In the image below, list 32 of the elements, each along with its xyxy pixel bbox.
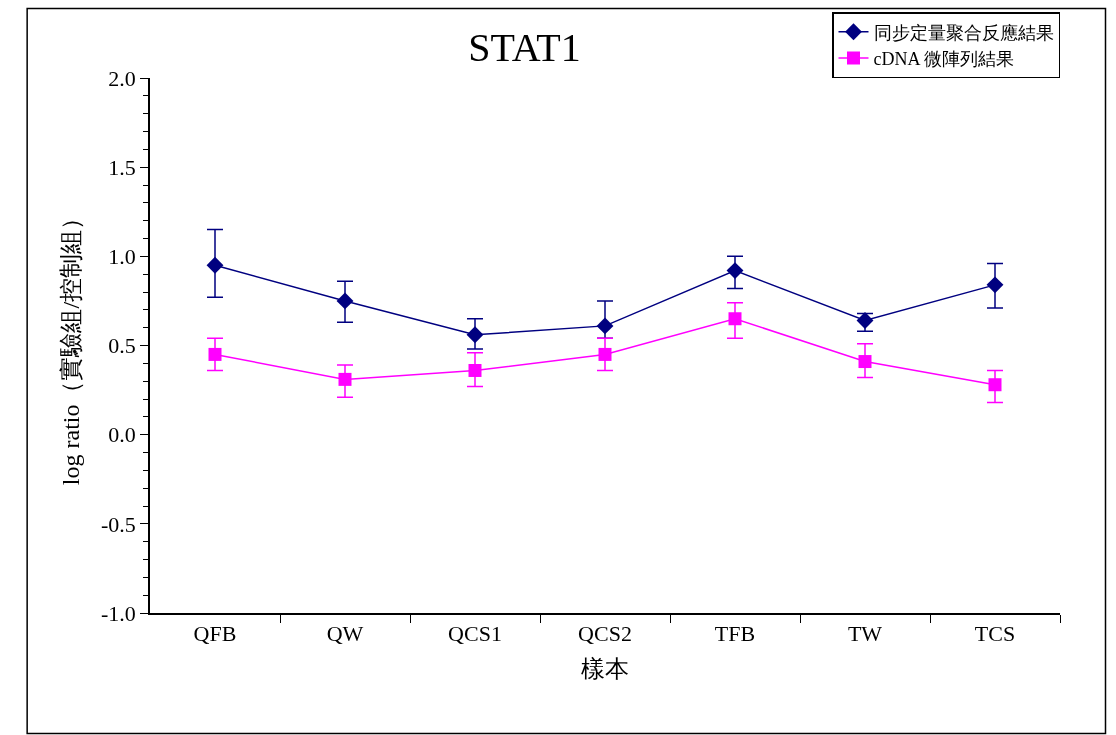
- y-tick-label: -0.5: [101, 511, 136, 537]
- x-tick-label: QW: [326, 621, 364, 647]
- point: [596, 317, 614, 335]
- point: [206, 256, 224, 274]
- point: [728, 312, 742, 326]
- x-tick-label: TW: [847, 621, 883, 647]
- point: [598, 347, 612, 361]
- y-tick-label: 2.0: [108, 65, 136, 91]
- legend-label: 同步定量聚合反應結果: [873, 22, 1054, 43]
- x-tick-label: QCS2: [578, 621, 632, 647]
- legend-label: cDNA 微陣列結果: [873, 49, 1014, 70]
- point: [726, 262, 744, 280]
- point: [858, 355, 872, 369]
- point: [986, 276, 1004, 294]
- y-tick-label: 0.0: [108, 422, 136, 448]
- point: [466, 326, 484, 344]
- y-tick-label: 0.5: [108, 333, 136, 359]
- y-tick-label: 1.0: [108, 244, 136, 270]
- y-tick-label: -1.0: [101, 600, 136, 626]
- x-axis-title: 樣本: [581, 655, 629, 682]
- point: [468, 363, 482, 377]
- x-tick-label: QFB: [193, 621, 237, 647]
- chart-title: STAT1: [468, 25, 581, 71]
- y-tick-label: 1.5: [108, 154, 136, 180]
- point: [988, 378, 1002, 392]
- x-tick-label: QCS1: [448, 621, 502, 647]
- point: [336, 292, 354, 310]
- x-tick-label: TFB: [714, 621, 756, 647]
- point: [208, 347, 222, 361]
- x-tick-label: TCS: [974, 621, 1016, 647]
- point: [338, 372, 352, 386]
- y-axis-title: log ratio（實驗組/控制組）: [57, 205, 84, 486]
